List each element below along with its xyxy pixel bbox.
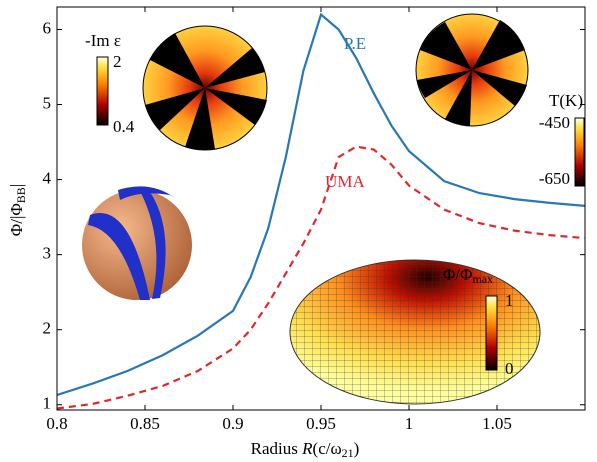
annotation: 2 [113,52,122,71]
series-label: UMA [325,172,365,191]
label-part: ) [354,439,360,458]
colorbar [97,57,108,125]
annotation-text: -650 [539,169,570,188]
label-part: Radius [251,439,302,458]
annotation-text: Φ/Φ [443,265,473,284]
series-label: P.E [344,34,366,53]
x-tick-label: 0.9 [222,414,243,433]
y-tick-label: 2 [43,319,52,338]
annotation: T(K) [549,91,583,110]
annotation: 0.4 [113,117,135,136]
annotation: -450 [539,113,570,132]
y-tick-label: 5 [43,93,52,112]
annotation-text: 2 [113,52,122,71]
x-tick-label: 0.95 [306,414,336,433]
annotation: -650 [539,169,570,188]
y-tick-label: 6 [43,18,52,37]
annotation-text: 0.4 [113,117,135,136]
ellipsoid-mesh [290,260,540,404]
annotation-text: -Im ε [85,31,121,50]
label-part: 21 [342,446,354,460]
y-tick-label: 3 [43,244,52,263]
annotation-text: 1 [505,291,514,310]
x-tick-label: 0.85 [130,414,160,433]
label-part: (c/ω [313,439,342,458]
label-part: | [7,184,26,187]
annotation-text: -450 [539,113,570,132]
label-part: Φ/|Φ [7,203,26,236]
annotation-sub: max [472,272,493,286]
x-tick-label: 0.8 [46,414,67,433]
x-axis-label: Radius R(c/ω21) [251,439,360,460]
label-part: R [301,439,313,458]
annotation: Φ/Φmax [443,265,493,286]
y-tick-label: 1 [43,394,52,413]
annotation-text: T(K) [549,91,583,110]
insets [82,14,584,404]
annotation: -Im ε [85,31,121,50]
annotation-text: 0 [505,359,514,378]
chart: Radius R(c/ω21) Φ/|ΦBB| 0.80.850.90.9511… [0,0,597,462]
y-tick-label: 4 [43,169,52,188]
annotation: 1 [505,291,514,310]
label-part: BB [14,187,28,203]
x-tick-label: 1 [405,414,414,433]
x-tick-label: 1.05 [482,414,512,433]
annotation: 0 [505,359,514,378]
colorbar [575,118,584,186]
colorbar [486,296,497,370]
y-axis-label: Φ/|ΦBB| [7,184,28,236]
